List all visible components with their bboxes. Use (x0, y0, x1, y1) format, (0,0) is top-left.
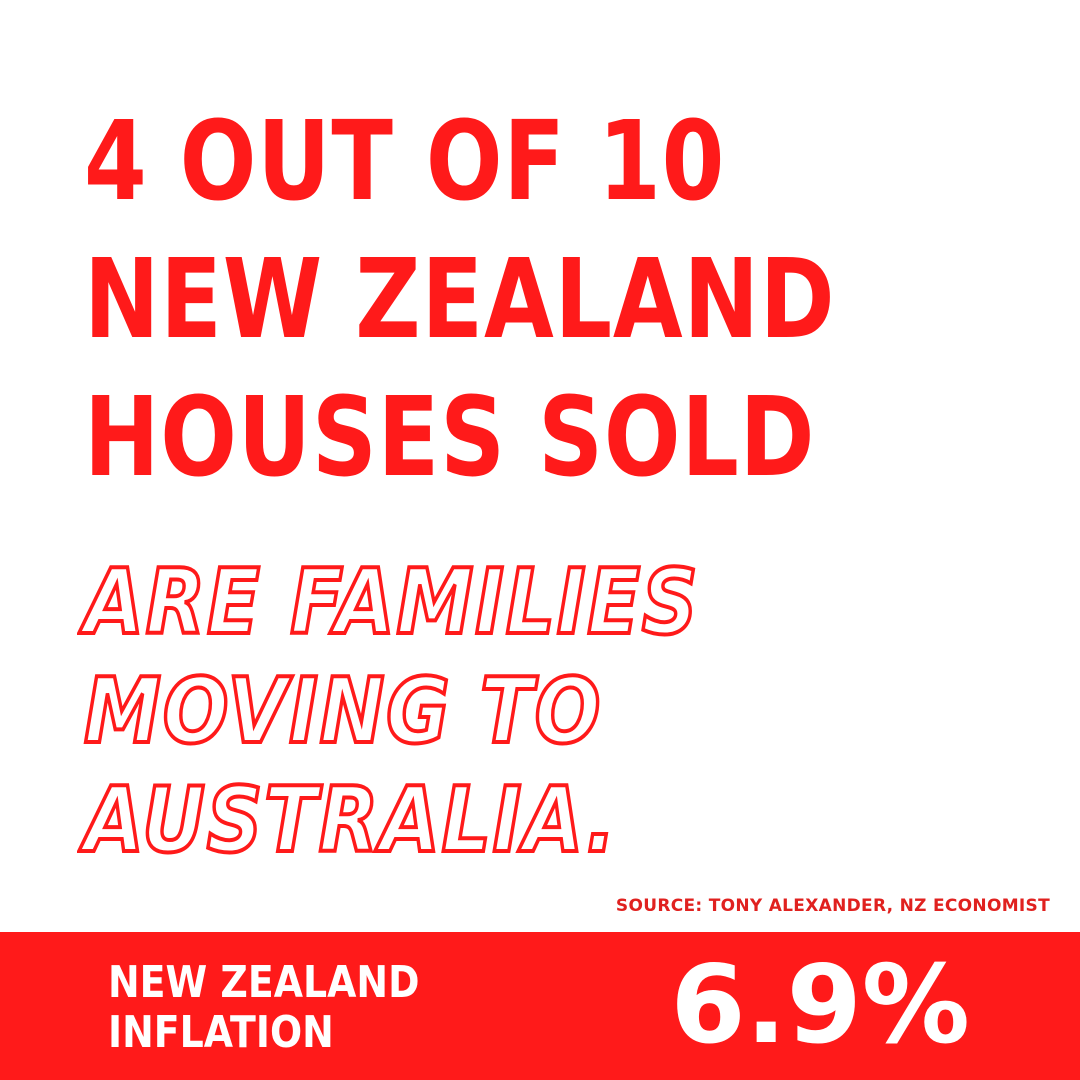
inflation-value: 6.9% (670, 943, 970, 1068)
subheadline: ARE FAMILIES MOVING TO AUSTRALIA. (82, 548, 700, 875)
headline-line-2: NEW ZEALAND (84, 235, 836, 363)
subheadline-line-1: ARE FAMILIES (82, 548, 700, 657)
headline: 4 OUT OF 10 NEW ZEALAND HOUSES SOLD (84, 92, 836, 506)
subheadline-line-2: MOVING TO (82, 657, 603, 766)
inflation-label: NEW ZEALAND INFLATION (108, 958, 419, 1058)
inflation-label-line-1: NEW ZEALAND (108, 957, 420, 1008)
inflation-label-line-2: INFLATION (108, 1007, 334, 1058)
headline-line-1: 4 OUT OF 10 (84, 97, 726, 225)
inflation-banner: NEW ZEALAND INFLATION 6.9% (0, 932, 1080, 1080)
subheadline-line-3: AUSTRALIA. (82, 766, 618, 875)
source-credit: SOURCE: TONY ALEXANDER, NZ ECONOMIST (615, 896, 1050, 916)
headline-line-3: HOUSES SOLD (84, 373, 816, 501)
